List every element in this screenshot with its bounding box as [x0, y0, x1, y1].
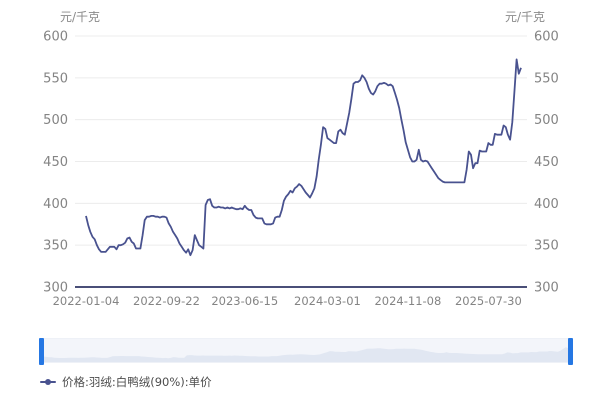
svg-text:300: 300	[534, 281, 559, 296]
svg-text:300: 300	[43, 281, 68, 296]
svg-text:600: 600	[43, 30, 68, 45]
svg-text:550: 550	[43, 71, 68, 86]
svg-text:2024-03-01: 2024-03-01	[294, 294, 361, 308]
svg-text:350: 350	[43, 239, 68, 254]
svg-text:400: 400	[534, 197, 559, 212]
legend-item[interactable]: 价格:羽绒:白鸭绒(90%):单价	[40, 374, 212, 390]
svg-text:450: 450	[534, 155, 559, 170]
data-zoom-left-handle[interactable]	[39, 338, 44, 365]
svg-text:450: 450	[43, 155, 68, 170]
svg-text:600: 600	[534, 30, 559, 45]
svg-text:2022-09-22: 2022-09-22	[133, 294, 200, 308]
data-zoom-right-handle[interactable]	[568, 338, 573, 365]
y-axis-unit-right: 元/千克	[505, 10, 546, 24]
data-zoom-slider[interactable]	[39, 338, 573, 365]
svg-text:500: 500	[43, 113, 68, 128]
svg-text:2022-01-04: 2022-01-04	[53, 294, 120, 308]
series-legend-marker-icon	[40, 377, 56, 387]
y-axis-unit-left: 元/千克	[60, 10, 101, 24]
svg-text:2023-06-15: 2023-06-15	[211, 294, 278, 308]
series-legend-label: 价格:羽绒:白鸭绒(90%):单价	[62, 375, 212, 389]
svg-text:500: 500	[534, 113, 559, 128]
svg-text:2024-11-08: 2024-11-08	[374, 294, 441, 308]
svg-text:350: 350	[534, 239, 559, 254]
data-zoom-silhouette	[41, 347, 571, 362]
svg-text:400: 400	[43, 197, 68, 212]
price-line-chart[interactable]: 300 300 350 350 400 400 450 450 500 500 550 550 600 6…	[0, 0, 612, 330]
svg-text:550: 550	[534, 71, 559, 86]
svg-text:2025-07-30: 2025-07-30	[455, 294, 522, 308]
